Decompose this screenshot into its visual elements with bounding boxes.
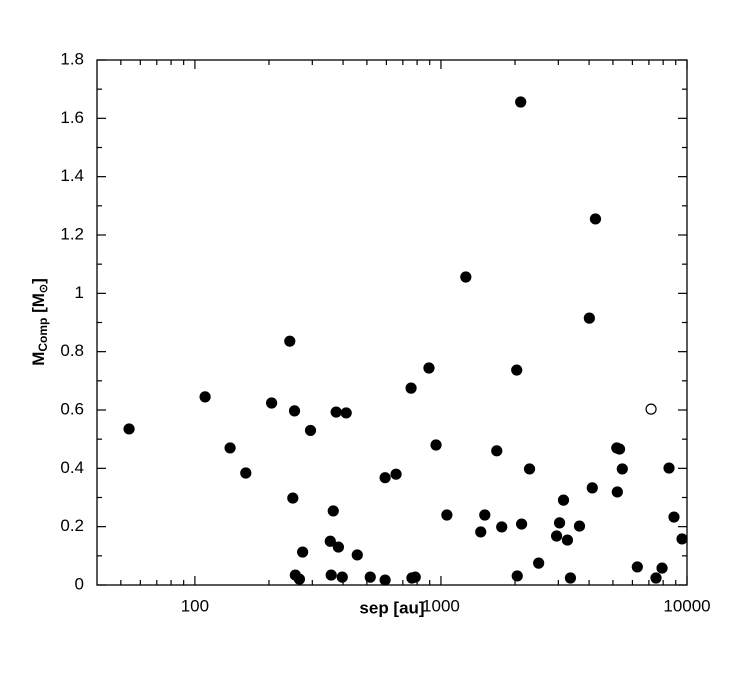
point bbox=[441, 509, 453, 521]
point bbox=[460, 271, 472, 283]
point bbox=[297, 546, 309, 558]
plot-frame bbox=[96, 59, 688, 586]
point bbox=[553, 517, 566, 529]
point bbox=[351, 549, 363, 561]
point bbox=[611, 486, 623, 498]
point bbox=[475, 526, 487, 538]
y-label-part: [M bbox=[29, 293, 48, 318]
y-tick-label: 1.8 bbox=[60, 49, 84, 68]
point bbox=[511, 570, 523, 582]
point bbox=[340, 407, 352, 419]
point bbox=[613, 443, 626, 455]
x-tick-label: 100 bbox=[181, 596, 209, 615]
point bbox=[496, 521, 508, 533]
x-axis-label: sep [au] bbox=[359, 598, 424, 617]
point bbox=[516, 518, 528, 530]
point bbox=[645, 403, 657, 415]
point bbox=[515, 96, 527, 108]
y-tick-label: 0.6 bbox=[60, 399, 84, 418]
point bbox=[533, 557, 545, 569]
point bbox=[199, 391, 211, 403]
point bbox=[564, 572, 577, 584]
point bbox=[668, 511, 680, 523]
point bbox=[479, 509, 491, 521]
point bbox=[430, 439, 442, 451]
point bbox=[491, 445, 503, 457]
y-axis-label: MComp [M⊙] bbox=[29, 278, 50, 366]
point bbox=[293, 573, 306, 585]
point bbox=[561, 534, 574, 546]
y-label-part: ] bbox=[29, 278, 48, 284]
point bbox=[330, 406, 342, 418]
point bbox=[631, 561, 643, 573]
point bbox=[325, 569, 337, 581]
point bbox=[284, 335, 296, 347]
y-label-part: M bbox=[29, 352, 48, 366]
point bbox=[663, 462, 675, 474]
point bbox=[336, 571, 348, 583]
point bbox=[676, 533, 688, 545]
y-tick-label: 1 bbox=[75, 283, 84, 302]
x-tick-label: 1000 bbox=[422, 596, 460, 615]
point bbox=[390, 468, 402, 480]
point bbox=[586, 482, 598, 494]
y-label-sub: ⊙ bbox=[38, 284, 50, 293]
y-tick-label: 0.4 bbox=[60, 458, 84, 477]
point bbox=[332, 541, 345, 553]
point bbox=[589, 213, 602, 225]
point bbox=[523, 463, 536, 475]
point bbox=[327, 505, 339, 517]
point bbox=[405, 382, 417, 394]
y-tick-label: 1.6 bbox=[60, 108, 84, 127]
point bbox=[583, 312, 595, 324]
y-tick-label: 0 bbox=[75, 574, 84, 593]
x-tick-label: 10000 bbox=[663, 596, 710, 615]
point bbox=[423, 362, 435, 374]
point bbox=[573, 520, 586, 532]
point bbox=[511, 364, 523, 376]
point bbox=[550, 530, 563, 542]
point bbox=[287, 492, 299, 504]
point bbox=[266, 397, 278, 409]
point bbox=[409, 571, 421, 583]
point bbox=[304, 424, 317, 437]
point bbox=[379, 574, 391, 586]
point bbox=[557, 494, 570, 506]
point bbox=[123, 423, 135, 435]
point bbox=[224, 442, 236, 454]
point bbox=[650, 572, 662, 584]
point bbox=[364, 571, 376, 583]
point bbox=[616, 463, 628, 475]
point bbox=[656, 562, 668, 574]
point bbox=[379, 472, 391, 484]
y-tick-label: 0.8 bbox=[60, 341, 84, 360]
y-tick-label: 1.2 bbox=[60, 224, 84, 243]
point bbox=[288, 405, 301, 417]
y-label-sub: Comp bbox=[36, 318, 50, 352]
y-tick-label: 0.2 bbox=[60, 516, 84, 535]
point bbox=[240, 467, 252, 479]
y-tick-label: 1.4 bbox=[60, 166, 84, 185]
point bbox=[324, 535, 336, 547]
